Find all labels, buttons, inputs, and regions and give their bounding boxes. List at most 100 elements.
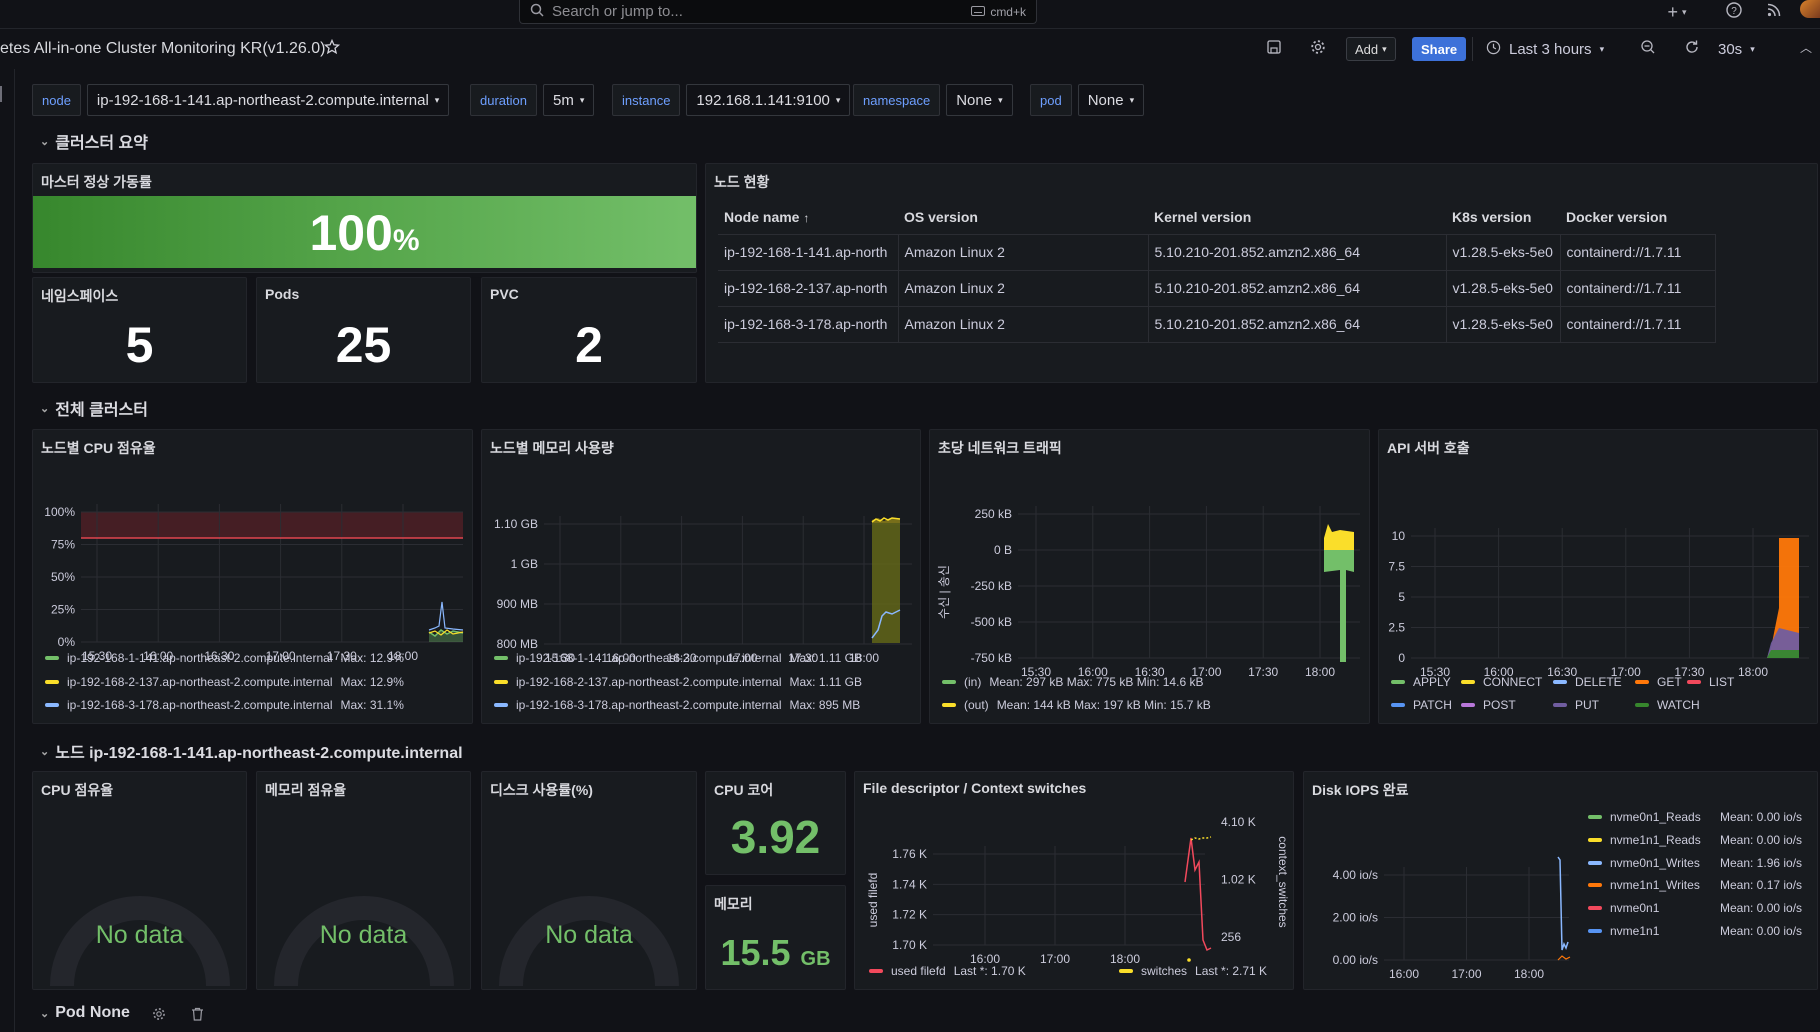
- column-header-k8s-version[interactable]: K8s version: [1446, 200, 1560, 235]
- legend-item[interactable]: DELETE: [1553, 675, 1622, 689]
- legend-item[interactable]: used filefd Last *: 1.70 K: [869, 964, 1026, 978]
- x-tick-label: 18:00: [1514, 967, 1544, 981]
- legend-label: POST: [1483, 698, 1516, 712]
- news-button[interactable]: [1764, 1, 1784, 21]
- legend-item[interactable]: LIST: [1687, 675, 1734, 689]
- panel-disk-iops[interactable]: Disk IOPS 완료 4.00 io/s 2.00 io/s 0.00 io/s…: [1303, 771, 1818, 990]
- y-tick-label: 800 MB: [497, 637, 538, 651]
- panel-disk-usage-gauge[interactable]: 디스크 사용률(%) No data: [481, 771, 697, 990]
- legend-item[interactable]: switches Last *: 2.71 K: [1119, 964, 1267, 978]
- panel-node-cpu[interactable]: 노드별 CPU 점유율 100% 75% 50% 25% 0% 15:30 16:00 16:…: [32, 429, 473, 724]
- variable-node[interactable]: node ip-192-168-1-141.ap-northeast-2.com…: [32, 84, 450, 116]
- panel-node-memory[interactable]: 노드별 메모리 사용량 1.10 GB 1 GB 900 MB 800 MB 15:30…: [481, 429, 921, 724]
- legend-label: CONNECT: [1483, 675, 1543, 689]
- add-button[interactable]: Add ▾: [1346, 37, 1396, 61]
- legend-item[interactable]: (out) Mean: 144 kB Max: 197 kB Min: 15.7 …: [942, 698, 1211, 712]
- legend-item[interactable]: ip-192-168-2-137.ap-northeast-2.compute.…: [494, 675, 862, 689]
- share-button[interactable]: Share: [1412, 37, 1467, 61]
- legend-item[interactable]: nvme0n1_Reads Mean: 0.00 io/s: [1588, 810, 1813, 824]
- table-cell: ip-192-168-2-137.ap-north: [718, 270, 899, 307]
- variable-namespace[interactable]: namespace None ▾: [853, 84, 1013, 116]
- panel-master-uptime[interactable]: 마스터 정상 가동률 100%: [32, 163, 697, 273]
- legend-item[interactable]: PATCH: [1391, 698, 1452, 712]
- legend-item[interactable]: (in) Mean: 297 kB Max: 775 kB Min: 14.6 k…: [942, 675, 1203, 689]
- legend-item[interactable]: nvme1n1 Mean: 0.00 io/s: [1588, 924, 1813, 938]
- legend-item[interactable]: nvme0n1 Mean: 0.00 io/s: [1588, 901, 1813, 915]
- new-menu-button[interactable]: + ▾: [1660, 2, 1694, 22]
- cpu-chart: 100% 75% 50% 25% 0% 15:30 16:00 16:30 17:00 17:30…: [44, 504, 464, 663]
- legend-item[interactable]: nvme0n1_Writes Mean: 1.96 io/s: [1588, 856, 1813, 870]
- variable-instance[interactable]: instance 192.168.1.141:9100 ▾: [612, 84, 851, 116]
- refresh-button[interactable]: [1684, 39, 1700, 58]
- collapse-toolbar-button[interactable]: ︿: [1800, 39, 1812, 56]
- memory-total-stat: 15.5 GB: [706, 932, 845, 974]
- legend-item[interactable]: WATCH: [1635, 698, 1700, 712]
- legend-item[interactable]: ip-192-168-1-141.ap-northeast-2.compute.…: [494, 651, 862, 665]
- panel-file-descriptor[interactable]: File descriptor / Context switches 1.76 …: [854, 771, 1294, 990]
- row-whole-cluster[interactable]: ⌄ 전체 클러스터: [40, 396, 148, 420]
- legend-stat: Mean: 0.17 io/s: [1720, 878, 1803, 893]
- legend-item[interactable]: POST: [1461, 698, 1516, 712]
- series-line-node-178: [428, 601, 464, 631]
- column-header-node-name[interactable]: Node name ↑: [718, 200, 898, 235]
- panel-node-cpu-gauge[interactable]: CPU 점유율 No data: [32, 771, 247, 990]
- row-node[interactable]: ⌄ 노드 ip-192-168-1-141.ap-northeast-2.com…: [40, 739, 463, 763]
- panel-cpu-cores[interactable]: CPU 코어 3.92: [705, 771, 846, 875]
- column-header-os-version[interactable]: OS version: [898, 200, 1148, 235]
- variable-node-select[interactable]: ip-192-168-1-141.ap-northeast-2.compute.…: [86, 84, 450, 116]
- legend-item[interactable]: GET: [1635, 675, 1682, 689]
- dashboard-settings-button[interactable]: [1310, 39, 1326, 58]
- legend-label: LIST: [1709, 675, 1735, 689]
- column-header-kernel-version[interactable]: Kernel version: [1148, 200, 1446, 235]
- panel-memory-total[interactable]: 메모리 15.5 GB: [705, 885, 846, 990]
- legend-item[interactable]: nvme1n1_Reads Mean: 0.00 io/s: [1588, 833, 1813, 847]
- x-tick-label: 15:30: [1021, 665, 1051, 679]
- user-avatar[interactable]: [1800, 0, 1820, 18]
- y-tick-label: 1.10 GB: [494, 517, 538, 531]
- favorite-button[interactable]: [323, 38, 341, 58]
- panel-network-traffic[interactable]: 초당 네트워크 트래픽 250 kB 0 B -250 kB -500 kB -750 …: [929, 429, 1370, 724]
- legend-item[interactable]: CONNECT: [1461, 675, 1542, 689]
- legend-item[interactable]: nvme1n1_Writes Mean: 0.17 io/s: [1588, 878, 1813, 892]
- zoom-out-button[interactable]: [1640, 39, 1656, 58]
- panel-pvc[interactable]: PVC 2: [481, 277, 697, 383]
- variable-pod-select[interactable]: None ▾: [1077, 84, 1145, 116]
- row-cluster-summary[interactable]: ⌄ 클러스터 요약: [40, 129, 148, 153]
- legend-label: (out): [964, 698, 989, 712]
- legend-item[interactable]: ip-192-168-3-178.ap-northeast-2.compute.…: [45, 698, 404, 712]
- panel-node-memory-gauge[interactable]: 메모리 점유율 No data: [256, 771, 471, 990]
- legend-swatch: [1391, 680, 1405, 684]
- save-dashboard-button[interactable]: [1266, 39, 1282, 58]
- row-delete-button[interactable]: [191, 1007, 204, 1024]
- x-tick-label: 18:00: [1738, 665, 1768, 679]
- legend-item[interactable]: ip-192-168-2-137.ap-northeast-2.compute.…: [45, 675, 404, 689]
- variable-duration[interactable]: duration 5m ▾: [470, 84, 595, 116]
- legend-label: ip-192-168-1-141.ap-northeast-2.compute.…: [67, 651, 333, 665]
- variable-pod[interactable]: pod None ▾: [1030, 84, 1145, 116]
- legend-item[interactable]: APPLY: [1391, 675, 1451, 689]
- row-settings-button[interactable]: [152, 1007, 166, 1024]
- x-tick-label: 16:00: [1078, 665, 1108, 679]
- time-range-picker[interactable]: Last 3 hours ▾: [1486, 37, 1604, 61]
- table-cell: containerd://1.7.11: [1560, 270, 1716, 307]
- refresh-interval-picker[interactable]: 30s ▾: [1718, 37, 1755, 61]
- legend-swatch: [1635, 680, 1649, 684]
- variable-duration-select[interactable]: 5m ▾: [542, 84, 595, 116]
- legend-item[interactable]: PUT: [1553, 698, 1599, 712]
- row-pod[interactable]: ⌄ Pod None: [40, 1004, 130, 1022]
- panel-namespaces[interactable]: 네임스페이스 5: [32, 277, 247, 383]
- panel-api-server-calls[interactable]: API 서버 호출 10 7.5 5 2.5 0 15:30 16:00 16:30 17:00…: [1378, 429, 1818, 724]
- column-header-label: Node name: [724, 208, 800, 225]
- dashboard-title[interactable]: etes All-in-one Cluster Monitoring KR(v1…: [0, 40, 326, 57]
- legend-item[interactable]: ip-192-168-3-178.ap-northeast-2.compute.…: [494, 698, 860, 712]
- search-box[interactable]: Search or jump to... cmd+k: [519, 0, 1037, 24]
- panel-node-status[interactable]: 노드 현황 Node name ↑ OS version Kernel vers…: [705, 163, 1818, 383]
- variable-namespace-select[interactable]: None ▾: [946, 84, 1013, 116]
- help-button[interactable]: ?: [1724, 1, 1744, 21]
- variable-instance-select[interactable]: 192.168.1.141:9100 ▾: [686, 84, 851, 116]
- panel-pods[interactable]: Pods 25: [256, 277, 471, 383]
- x-tick-label: 15:30: [545, 651, 575, 665]
- column-header-docker-version[interactable]: Docker version: [1560, 200, 1715, 235]
- legend-swatch: [1553, 703, 1567, 707]
- legend-item[interactable]: ip-192-168-1-141.ap-northeast-2.compute.…: [45, 651, 404, 665]
